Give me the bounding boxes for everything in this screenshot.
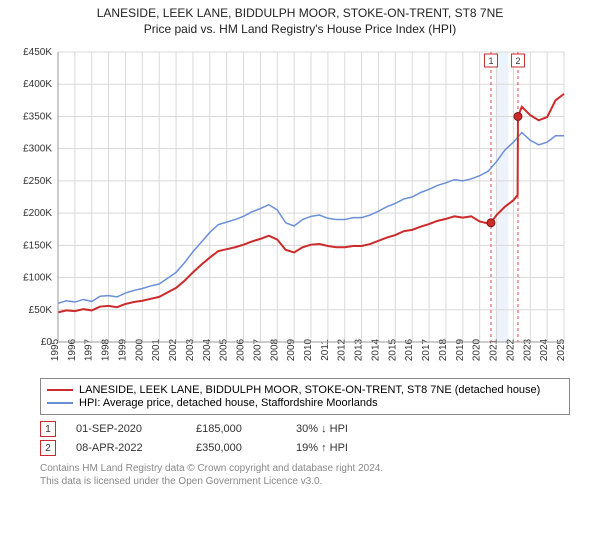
svg-text:£250K: £250K [23, 176, 52, 187]
legend-label: HPI: Average price, detached house, Staf… [79, 397, 378, 409]
svg-text:£200K: £200K [23, 208, 52, 219]
svg-text:2: 2 [515, 56, 520, 66]
footer-line: Contains HM Land Registry data © Crown c… [40, 462, 570, 475]
legend-swatch [47, 389, 73, 391]
marker-badge: 1 [40, 421, 56, 437]
legend-item: HPI: Average price, detached house, Staf… [47, 397, 563, 409]
svg-text:£300K: £300K [23, 144, 52, 155]
marker-delta: 30% ↓ HPI [296, 423, 386, 435]
svg-text:£150K: £150K [23, 240, 52, 251]
price-chart: £0£50K£100K£150K£200K£250K£300K£350K£400… [12, 42, 572, 372]
sale-marker-row: 1 01-SEP-2020 £185,000 30% ↓ HPI [40, 421, 570, 437]
marker-delta: 19% ↑ HPI [296, 442, 386, 454]
marker-date: 08-APR-2022 [76, 442, 176, 454]
svg-text:£50K: £50K [29, 305, 53, 316]
legend-item: LANESIDE, LEEK LANE, BIDDULPH MOOR, STOK… [47, 384, 563, 396]
footer: Contains HM Land Registry data © Crown c… [40, 462, 570, 488]
marker-badge: 2 [40, 440, 56, 456]
svg-text:£400K: £400K [23, 79, 52, 90]
svg-text:1: 1 [488, 56, 493, 66]
marker-price: £350,000 [196, 442, 276, 454]
footer-line: This data is licensed under the Open Gov… [40, 475, 570, 488]
marker-price: £185,000 [196, 423, 276, 435]
legend: LANESIDE, LEEK LANE, BIDDULPH MOOR, STOK… [40, 378, 570, 415]
chart-title: LANESIDE, LEEK LANE, BIDDULPH MOOR, STOK… [0, 6, 600, 20]
svg-text:£350K: £350K [23, 111, 52, 122]
chart-subtitle: Price paid vs. HM Land Registry's House … [0, 22, 600, 36]
svg-text:£100K: £100K [23, 273, 52, 284]
sale-markers-table: 1 01-SEP-2020 £185,000 30% ↓ HPI 2 08-AP… [40, 421, 570, 456]
legend-label: LANESIDE, LEEK LANE, BIDDULPH MOOR, STOK… [79, 384, 540, 396]
marker-date: 01-SEP-2020 [76, 423, 176, 435]
legend-swatch [47, 402, 73, 404]
sale-marker-row: 2 08-APR-2022 £350,000 19% ↑ HPI [40, 440, 570, 456]
svg-text:£450K: £450K [23, 47, 52, 58]
